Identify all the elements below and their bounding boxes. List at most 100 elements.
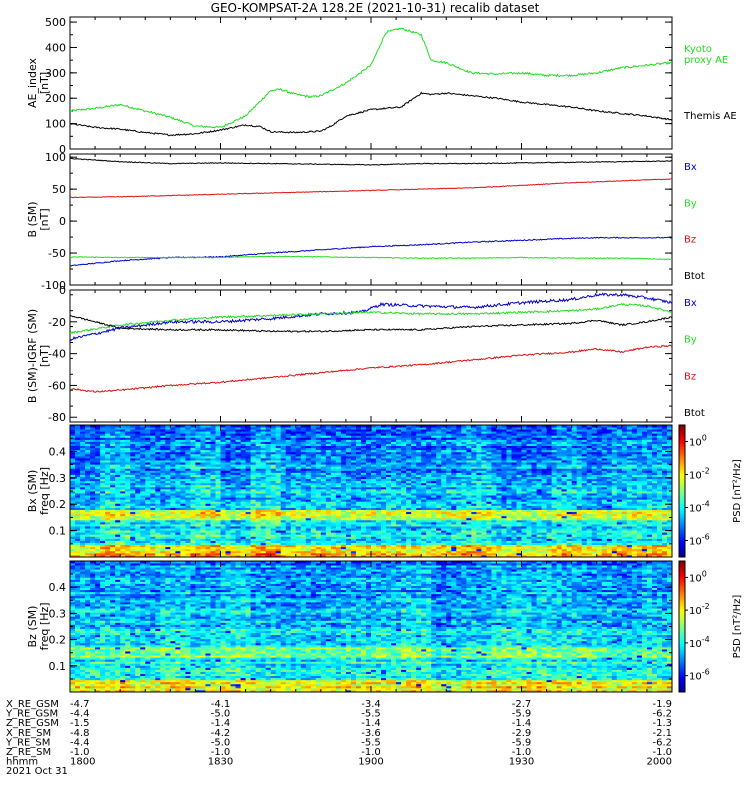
heatmap-cell bbox=[350, 550, 357, 554]
heatmap-cell bbox=[85, 509, 91, 513]
heatmap-cell bbox=[260, 503, 267, 506]
heatmap-cell bbox=[591, 493, 598, 496]
heatmap-cell bbox=[235, 540, 241, 543]
heatmap-cell bbox=[596, 554, 603, 558]
heatmap-cell bbox=[150, 519, 156, 523]
heatmap-cell bbox=[651, 486, 658, 490]
heatmap-cell bbox=[260, 528, 267, 531]
heatmap-cell bbox=[441, 497, 447, 500]
heatmap-cell bbox=[295, 532, 302, 535]
heatmap-cell bbox=[175, 532, 181, 535]
heatmap-cell bbox=[461, 546, 467, 550]
heatmap-cell bbox=[330, 499, 337, 502]
heatmap-cell bbox=[230, 513, 236, 517]
heatmap-cell bbox=[481, 513, 487, 517]
heatmap-cell bbox=[391, 536, 397, 539]
heatmap-cell bbox=[401, 554, 407, 558]
heatmap-cell bbox=[536, 511, 542, 515]
heatmap-cell bbox=[431, 507, 437, 510]
heatmap-cell bbox=[345, 501, 352, 504]
heatmap-cell bbox=[285, 507, 292, 510]
heatmap-cell bbox=[340, 521, 347, 525]
heatmap-cell bbox=[406, 513, 412, 517]
heatmap-cell bbox=[90, 544, 96, 548]
heatmap-cell bbox=[471, 488, 477, 492]
heatmap-cell bbox=[381, 491, 387, 494]
heatmap-cell bbox=[391, 530, 397, 533]
heatmap-cell bbox=[436, 478, 442, 482]
heatmap-cell bbox=[431, 509, 437, 513]
heatmap-cell bbox=[536, 532, 542, 535]
heatmap-cell bbox=[85, 536, 91, 539]
heatmap-cell bbox=[140, 548, 146, 552]
heatmap-cell bbox=[240, 515, 246, 519]
heatmap-cell bbox=[371, 499, 377, 502]
heatmap-cell bbox=[190, 552, 196, 556]
heatmap-cell bbox=[421, 491, 427, 494]
heatmap-cell bbox=[210, 536, 216, 539]
heatmap-cell bbox=[506, 513, 512, 517]
heatmap-cell bbox=[401, 515, 407, 519]
heatmap-cell bbox=[396, 505, 402, 508]
heatmap-cell bbox=[325, 526, 332, 529]
heatmap-cell bbox=[391, 488, 397, 492]
panel-2-series-btot bbox=[70, 314, 672, 333]
heatmap-cell bbox=[205, 554, 211, 558]
heatmap-cell bbox=[556, 546, 563, 550]
heatmap-cell bbox=[350, 486, 357, 490]
heatmap-cell bbox=[340, 544, 347, 548]
heatmap-cell bbox=[330, 491, 337, 494]
heatmap-cell bbox=[85, 532, 91, 535]
heatmap-cell bbox=[270, 532, 277, 535]
heatmap-cell bbox=[496, 482, 502, 486]
heatmap-cell bbox=[396, 515, 402, 519]
heatmap-cell bbox=[656, 499, 663, 502]
heatmap-cell bbox=[170, 486, 176, 490]
heatmap-cell bbox=[596, 503, 603, 506]
heatmap-cell bbox=[225, 517, 231, 521]
heatmap-cell bbox=[556, 532, 563, 535]
heatmap-cell bbox=[521, 521, 527, 525]
heatmap-cell bbox=[641, 528, 648, 531]
heatmap-cell bbox=[250, 497, 257, 500]
heatmap-cell bbox=[210, 488, 216, 492]
heatmap-cell bbox=[596, 480, 603, 484]
heatmap-cell bbox=[160, 511, 166, 515]
heatmap-cell bbox=[666, 493, 673, 496]
heatmap-cell bbox=[80, 503, 86, 506]
heatmap-cell bbox=[446, 482, 452, 486]
heatmap-cell bbox=[511, 554, 517, 558]
heatmap-cell bbox=[591, 486, 598, 490]
heatmap-cell bbox=[315, 511, 322, 515]
heatmap-cell bbox=[180, 480, 186, 484]
heatmap-cell bbox=[486, 552, 492, 556]
heatmap-cell bbox=[396, 526, 402, 529]
heatmap-cell bbox=[280, 509, 287, 513]
heatmap-cell bbox=[486, 534, 492, 537]
heatmap-cell bbox=[616, 538, 623, 541]
heatmap-cell bbox=[516, 497, 522, 500]
heatmap-cell bbox=[230, 509, 236, 513]
panel-3-heatmap bbox=[70, 425, 673, 558]
heatmap-cell bbox=[230, 499, 236, 502]
heatmap-cell bbox=[345, 486, 352, 490]
heatmap-cell bbox=[355, 501, 362, 504]
heatmap-cell bbox=[270, 519, 277, 523]
heatmap-cell bbox=[636, 552, 643, 556]
heatmap-cell bbox=[105, 509, 111, 513]
heatmap-cell bbox=[546, 548, 552, 552]
heatmap-cell bbox=[381, 519, 387, 523]
heatmap-cell bbox=[305, 550, 312, 554]
heatmap-cell bbox=[195, 513, 201, 517]
heatmap-cell bbox=[576, 488, 583, 492]
heatmap-cell bbox=[521, 519, 527, 523]
heatmap-cell bbox=[391, 552, 397, 556]
heatmap-cell bbox=[506, 526, 512, 529]
heatmap-cell bbox=[125, 503, 131, 506]
heatmap-cell bbox=[486, 530, 492, 533]
heatmap-cell bbox=[431, 495, 437, 498]
heatmap-cell bbox=[285, 505, 292, 508]
heatmap-cell bbox=[566, 530, 573, 533]
heatmap-cell bbox=[656, 503, 663, 506]
heatmap-cell bbox=[556, 550, 563, 554]
